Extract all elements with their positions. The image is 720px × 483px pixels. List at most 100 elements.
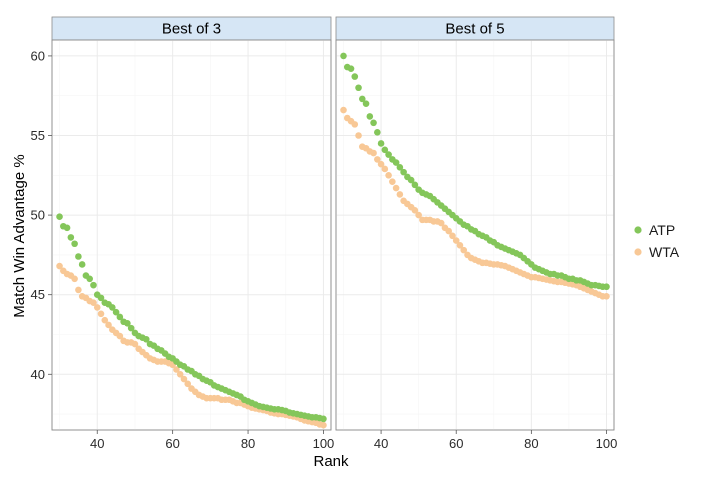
point-wta — [56, 262, 63, 270]
point-wta — [445, 227, 453, 235]
point-wta — [131, 340, 139, 348]
point-atp — [411, 181, 419, 189]
point-wta — [176, 370, 184, 378]
point-wta — [90, 299, 97, 306]
panel-border — [335, 39, 615, 431]
panel-background — [335, 39, 615, 431]
point-wta — [460, 246, 468, 254]
point-atp — [362, 100, 370, 107]
x-tick-label: 100 — [596, 436, 618, 451]
point-atp — [358, 95, 366, 103]
point-atp — [392, 159, 400, 166]
axes-layer: Rank Match Win Advantage % — [11, 154, 349, 470]
point-atp — [112, 308, 120, 316]
point-wta — [116, 332, 124, 340]
x-tick-label: 100 — [313, 436, 335, 451]
point-atp — [407, 176, 415, 184]
point-atp — [347, 65, 355, 72]
point-atp — [396, 164, 404, 171]
point-wta — [180, 375, 188, 383]
panel-background — [51, 39, 332, 431]
legend-label-atp: ATP — [649, 222, 675, 238]
point-wta — [396, 191, 404, 198]
point-wta — [105, 321, 112, 329]
point-wta — [97, 310, 105, 318]
point-atp — [374, 129, 381, 136]
legend-item-atp: ATP — [634, 222, 675, 238]
x-tick-label: 80 — [524, 436, 538, 451]
point-atp — [75, 253, 82, 260]
series-atp — [56, 213, 327, 423]
point-atp — [377, 140, 385, 147]
point-wta — [437, 219, 445, 227]
x-tick-label: 60 — [449, 436, 463, 451]
legend-label-wta: WTA — [649, 244, 680, 260]
point-wta — [340, 106, 347, 114]
point-atp — [78, 261, 86, 268]
point-wta — [173, 366, 180, 373]
point-wta — [355, 132, 362, 139]
point-atp — [355, 84, 362, 92]
point-atp — [127, 324, 135, 332]
point-atp — [86, 275, 94, 283]
point-atp — [366, 113, 374, 120]
point-wta — [374, 156, 381, 163]
point-wta — [320, 421, 327, 429]
y-axis-title: Match Win Advantage % — [11, 154, 28, 317]
facet-strip-label: Best of 5 — [445, 21, 504, 38]
point-atp — [351, 73, 359, 80]
point-wta — [381, 165, 389, 173]
point-wta — [603, 292, 610, 300]
legend-key-atp — [634, 226, 642, 234]
point-atp — [381, 146, 389, 154]
legend-item-wta: WTA — [634, 244, 680, 260]
point-atp — [320, 415, 327, 423]
panel-border — [51, 39, 332, 431]
point-atp — [116, 313, 124, 321]
facet-strip-label: Best of 3 — [162, 21, 221, 38]
point-wta — [93, 304, 101, 311]
x-tick-label: 80 — [241, 436, 255, 451]
x-tick-label: 40 — [374, 436, 388, 451]
point-atp — [370, 119, 377, 127]
point-wta — [101, 316, 109, 324]
series-atp — [340, 52, 610, 291]
point-atp — [124, 320, 131, 327]
point-atp — [71, 240, 78, 248]
point-atp — [97, 294, 105, 302]
x-tick-label: 60 — [165, 436, 179, 451]
point-wta — [377, 160, 385, 168]
point-wta — [75, 286, 82, 294]
point-atp — [67, 234, 75, 241]
panel-1: Best of 3 40 60 80 100 40 45 50 55 60 — [31, 16, 335, 451]
point-wta — [370, 149, 377, 157]
point-atp — [142, 335, 150, 343]
point-atp — [340, 52, 347, 60]
panels-layer: Best of 3 40 60 80 100 40 45 50 55 60 Best of 5 40 6… — [31, 16, 618, 451]
point-wta — [389, 178, 396, 185]
point-atp — [109, 304, 116, 311]
series-wta — [340, 106, 610, 300]
point-atp — [63, 224, 71, 232]
point-wta — [385, 172, 392, 179]
legend-key-wta — [634, 248, 642, 256]
point-wta — [351, 121, 359, 128]
x-axis-title: Rank — [313, 453, 349, 470]
point-atp — [603, 283, 610, 291]
point-wta — [449, 232, 456, 240]
point-wta — [184, 380, 192, 388]
point-wta — [456, 242, 464, 249]
point-wta — [411, 207, 419, 214]
y-tick-label: 55 — [31, 128, 45, 143]
point-atp — [56, 213, 63, 220]
point-atp — [385, 151, 392, 158]
point-wta — [71, 275, 78, 283]
point-wta — [392, 184, 400, 192]
x-tick-label: 40 — [90, 436, 104, 451]
point-atp — [90, 281, 97, 289]
y-tick-label: 50 — [31, 208, 45, 223]
y-tick-label: 60 — [31, 48, 45, 63]
point-wta — [415, 211, 422, 219]
